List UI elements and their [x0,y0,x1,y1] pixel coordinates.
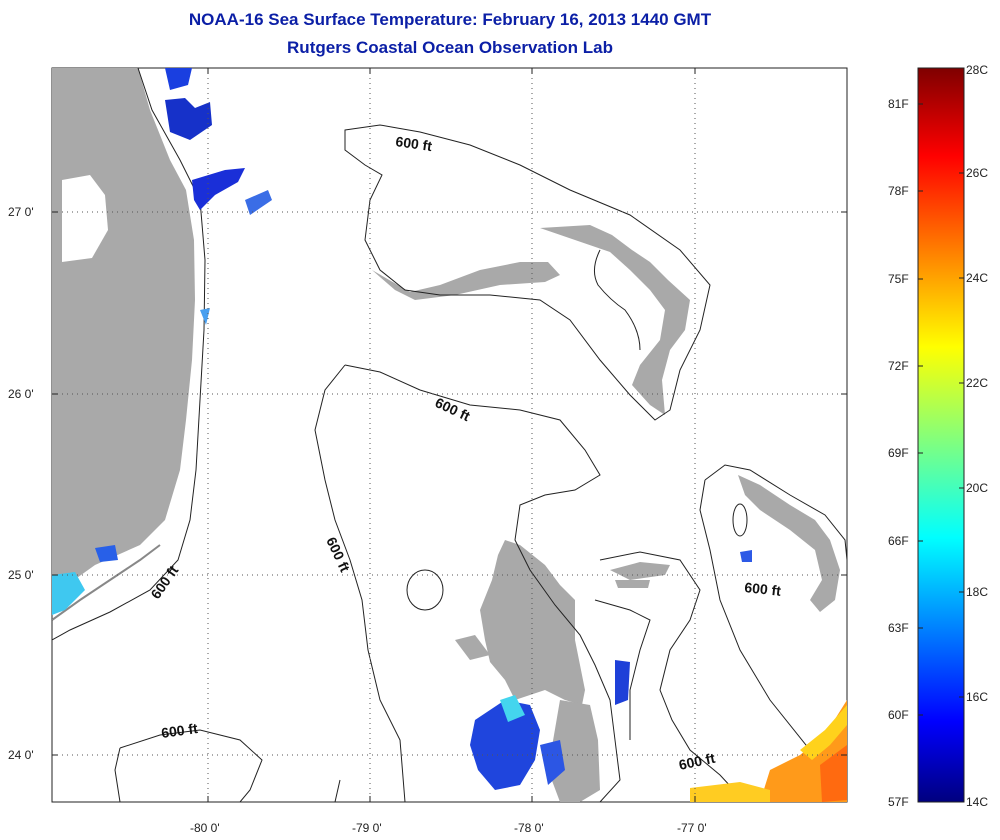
colorbar-c-label: 18C [966,585,988,599]
y-tick-label: 27 0' [8,205,34,219]
contour-label: 600 ft [744,579,782,599]
y-tick-label: 25 0' [8,568,34,582]
eleuthera-land [738,475,840,612]
map-subtitle: Rutgers Coastal Ocean Observation Lab [287,38,613,57]
colorbar-c-label: 20C [966,481,988,495]
abaco-land [540,225,690,415]
lake-okeechobee [62,175,108,262]
colorbar-f-label: 66F [888,534,909,548]
colorbar-c-label: 16C [966,690,988,704]
andros-land [480,540,585,705]
colorbar-f-label: 60F [888,708,909,722]
colorbar-f-label: 69F [888,446,909,460]
colorbar-c-label: 26C [966,166,988,180]
colorbar-c-label: 22C [966,376,988,390]
contour-label: 600 ft [160,720,199,741]
colorbar-f-label: 63F [888,621,909,635]
x-tick-label: -78 0' [514,821,544,835]
colorbar-c-label: 28C [966,63,988,77]
colorbar-f-label: 57F [888,795,909,809]
colorbar-c-label: 24C [966,271,988,285]
contour-label: 600 ft [677,750,716,773]
map-title: NOAA-16 Sea Surface Temperature: Februar… [188,10,712,29]
colorbar-f-label: 81F [888,97,909,111]
colorbar-c-label: 14C [966,795,988,809]
colorbar-f-label: 72F [888,359,909,373]
grand-bahama-land [372,262,560,300]
temperature-colorbar: 81F 78F 75F 72F 69F 66F 63F 60F 57F 28C … [888,63,988,809]
colorbar-f-label: 75F [888,272,909,286]
sst-data-patches [52,68,847,802]
bathymetry-contours [52,68,847,802]
map-panel: 600 ft 600 ft 600 ft 600 ft 600 ft 600 f… [8,67,848,835]
x-tick-label: -77 0' [677,821,707,835]
y-tick-label: 26 0' [8,387,34,401]
colorbar-f-label: 78F [888,184,909,198]
contour-label: 600 ft [395,133,434,154]
x-tick-label: -79 0' [352,821,382,835]
x-tick-label: -80 0' [190,821,220,835]
y-tick-label: 24 0' [8,748,34,762]
